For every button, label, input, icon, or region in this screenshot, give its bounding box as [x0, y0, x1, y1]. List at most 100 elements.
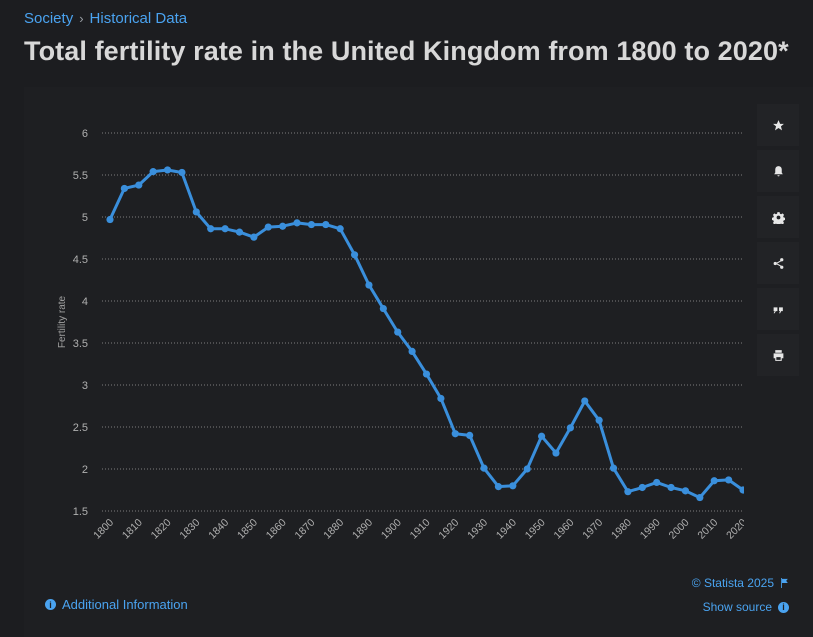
y-tick-label: 5.5 [73, 170, 88, 182]
data-point [494, 483, 503, 491]
data-point [667, 483, 675, 492]
data-point [638, 483, 646, 492]
share-button[interactable] [757, 242, 799, 284]
x-tick-label: 1840 [206, 517, 231, 542]
favorite-button[interactable] [757, 104, 799, 146]
x-tick-label: 2020 [724, 517, 744, 542]
share-icon [773, 257, 783, 269]
breadcrumb-society[interactable]: Society [24, 10, 74, 27]
show-source-label: Show source [702, 600, 772, 614]
x-tick-label: 1970 [580, 517, 605, 542]
data-point [739, 486, 744, 494]
data-point [725, 476, 733, 484]
additional-information-link[interactable]: i Additional Information [45, 597, 188, 612]
x-tick-label: 1900 [379, 517, 404, 542]
data-point [149, 168, 157, 176]
series-line [108, 168, 744, 500]
y-tick-label: 4.5 [73, 254, 88, 266]
breadcrumb-historical-data[interactable]: Historical Data [89, 10, 188, 27]
x-tick-label: 1980 [609, 517, 634, 542]
data-point [624, 488, 632, 496]
quote-icon [773, 306, 783, 313]
x-tick-label: 1890 [350, 517, 375, 542]
data-point [581, 397, 589, 405]
data-point [350, 251, 359, 259]
data-point [681, 487, 690, 495]
y-tick-label: 1.5 [73, 506, 88, 518]
data-point [120, 184, 128, 193]
data-point [106, 215, 114, 224]
data-point [394, 328, 402, 336]
data-point [437, 394, 445, 403]
x-tick-label: 1810 [120, 517, 145, 542]
data-point [163, 166, 172, 174]
x-tick-label: 1850 [235, 517, 260, 542]
settings-button[interactable] [757, 196, 799, 238]
x-tick-label: 1870 [293, 517, 318, 542]
y-tick-label: 3 [82, 380, 88, 392]
data-point [609, 464, 618, 472]
chart-toolbar [757, 104, 799, 376]
cite-button[interactable] [757, 288, 799, 330]
data-point [653, 478, 661, 487]
data-point [293, 219, 301, 227]
data-point [279, 222, 287, 230]
breadcrumb-separator: › [79, 11, 84, 26]
y-tick-label: 2 [82, 464, 88, 476]
x-tick-label: 1920 [436, 517, 461, 542]
data-point [250, 233, 258, 241]
data-point [178, 168, 186, 177]
y-tick-label: 6 [82, 128, 88, 140]
data-point [379, 304, 387, 313]
y-tick-label: 2.5 [73, 422, 88, 434]
copyright-link[interactable]: © Statista 2025 [692, 576, 789, 590]
gear-icon [771, 211, 785, 224]
x-tick-label: 1830 [177, 517, 202, 542]
print-button[interactable] [757, 334, 799, 376]
y-axis-label: Fertility rate [57, 295, 68, 348]
data-point [322, 220, 330, 229]
x-tick-label: 1820 [149, 517, 174, 542]
notification-button[interactable] [757, 150, 799, 192]
x-tick-label: 1910 [408, 517, 433, 542]
data-point [221, 225, 229, 233]
data-point [451, 430, 459, 438]
bell-icon [773, 165, 783, 176]
data-point [336, 225, 344, 233]
data-point [307, 220, 316, 229]
x-tick-label: 1880 [321, 517, 346, 542]
x-tick-label: 1800 [91, 517, 116, 542]
data-point [696, 493, 704, 502]
data-point [235, 228, 244, 236]
page-title: Total fertility rate in the United Kingd… [24, 36, 789, 66]
data-point [264, 223, 272, 231]
breadcrumb: Society › Historical Data [24, 10, 187, 27]
data-point [509, 482, 517, 490]
data-point [480, 464, 488, 472]
data-point [552, 449, 560, 457]
info-icon: i [45, 599, 56, 610]
data-point [595, 416, 603, 424]
y-tick-label: 3.5 [73, 338, 88, 350]
x-tick-label: 1930 [465, 517, 490, 542]
x-tick-label: 1990 [638, 517, 663, 542]
copyright-label: © Statista 2025 [691, 576, 774, 590]
x-tick-label: 1960 [551, 517, 576, 542]
x-tick-label: 1950 [523, 517, 548, 542]
flag-icon [781, 578, 788, 588]
show-source-link[interactable]: Show source i [703, 600, 789, 614]
data-point [365, 281, 373, 289]
data-point [422, 370, 431, 378]
y-tick-label: 4 [82, 296, 88, 308]
data-point [566, 424, 574, 432]
data-point [135, 181, 143, 189]
x-tick-label: 2010 [695, 517, 720, 542]
data-point [537, 432, 546, 440]
info-icon: i [778, 601, 789, 613]
data-point [207, 225, 215, 233]
print-icon [773, 349, 783, 361]
data-point [466, 431, 474, 439]
x-tick-label: 2000 [667, 517, 692, 542]
data-point [710, 477, 718, 485]
